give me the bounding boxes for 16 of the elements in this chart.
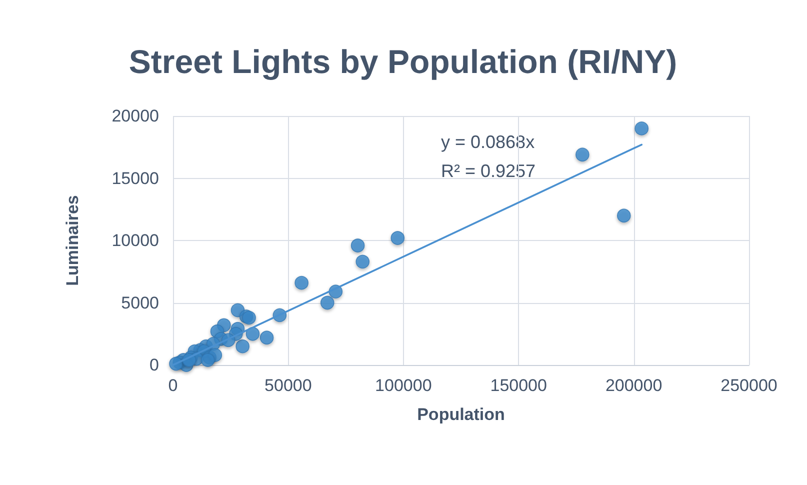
annotation: R² = 0.9257	[441, 161, 536, 181]
x-tick-label: 250000	[720, 376, 778, 395]
y-tick-label: 15000	[112, 168, 159, 188]
y-tick-label: 5000	[121, 293, 159, 312]
annotation: y = 0.0868x	[441, 132, 535, 152]
x-tick-label: 0	[168, 376, 178, 395]
y-tick-label: 0	[150, 356, 159, 374]
y-axis-title: Luminaires	[63, 195, 82, 286]
x-tick-label: 150000	[490, 376, 547, 395]
x-axis-title: Population	[417, 405, 505, 424]
chart-title: Street Lights by Population (RI/NY)	[128, 43, 678, 80]
x-tick-label: 50000	[264, 376, 312, 395]
x-tick-label: 100000	[375, 376, 432, 395]
y-tick-label: 20000	[112, 106, 159, 126]
x-tick-label: 200000	[605, 376, 662, 395]
y-tick-label: 10000	[112, 231, 159, 250]
